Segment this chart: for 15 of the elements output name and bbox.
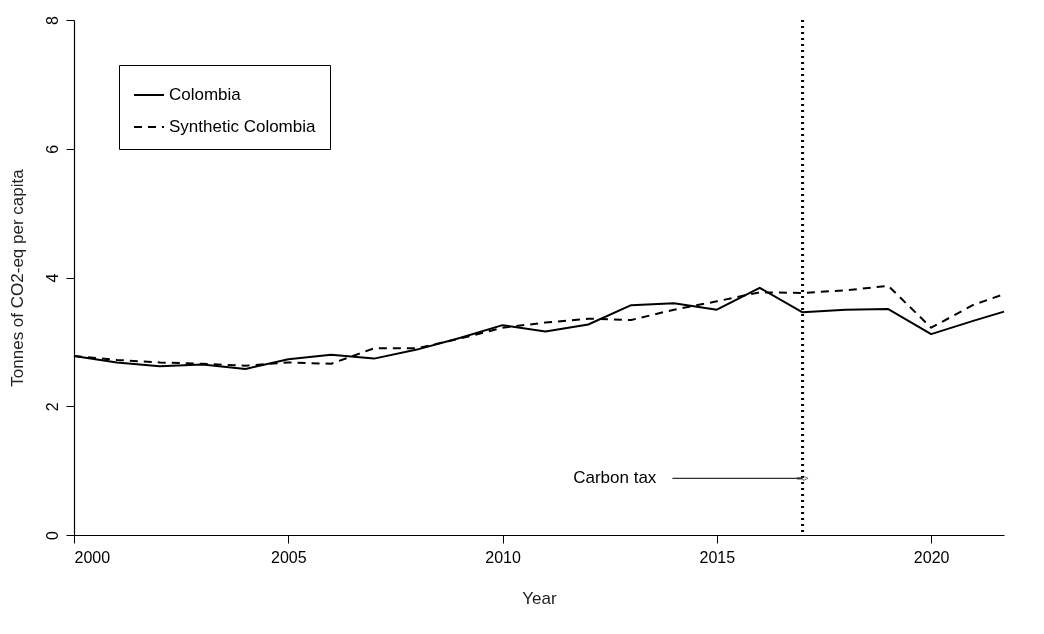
y-tick-label: 2: [43, 402, 61, 412]
x-tick-label: 2010: [485, 548, 521, 566]
y-tick-label: 6: [43, 144, 61, 154]
y-tick-label: 4: [43, 273, 61, 283]
y-axis-title: Tonnes of CO2-eq per capita: [7, 168, 27, 387]
x-tick-label: 2020: [913, 548, 950, 566]
x-axis-title: Year: [522, 588, 558, 608]
y-tick-label: 0: [43, 530, 61, 540]
y-tick-label: 8: [43, 15, 61, 25]
x-tick-label: 2005: [270, 548, 307, 566]
x-tick-label: 2015: [699, 548, 736, 566]
legend-label: Colombia: [169, 85, 242, 104]
ref-line-label: Carbon tax: [573, 468, 657, 488]
legend-label: Synthetic Colombia: [169, 117, 316, 136]
x-tick-label: 2000: [74, 548, 111, 566]
